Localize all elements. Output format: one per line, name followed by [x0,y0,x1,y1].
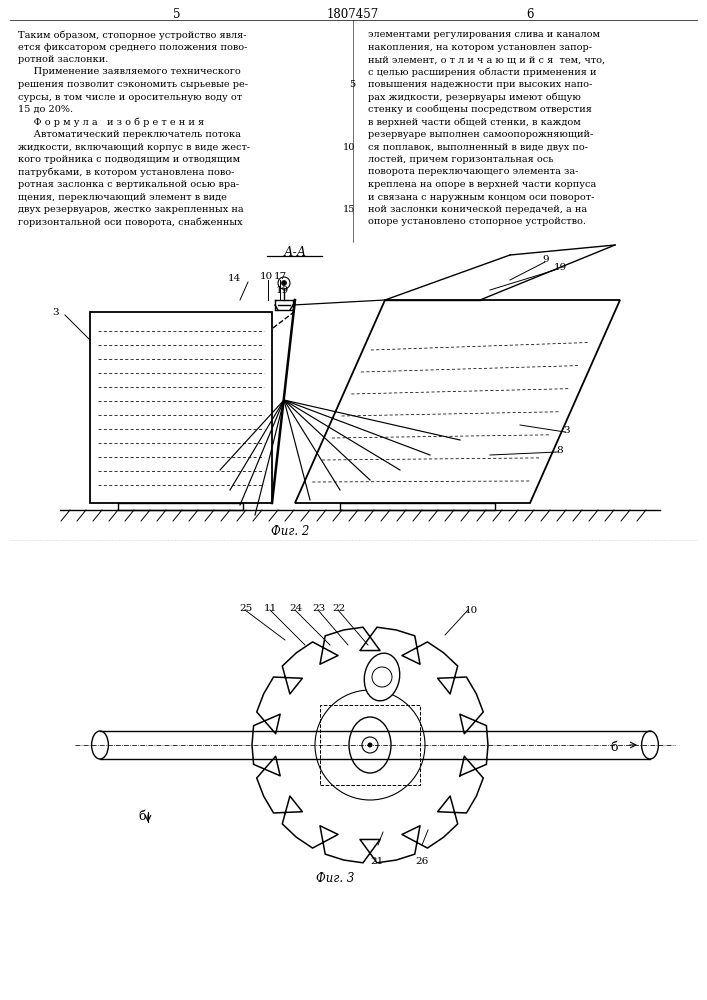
Text: 10: 10 [260,272,273,281]
Text: ся поплавок, выполненный в виде двух по-: ся поплавок, выполненный в виде двух по- [368,142,588,151]
Text: 15 до 20%.: 15 до 20%. [18,105,73,114]
Bar [118,503,243,510]
Text: накопления, на котором установлен запор-: накопления, на котором установлен запор- [368,42,592,51]
Text: ный элемент, о т л и ч а ю щ и й с я  тем, что,: ный элемент, о т л и ч а ю щ и й с я тем… [368,55,605,64]
Text: ной заслонки конической передачей, а на: ной заслонки конической передачей, а на [368,205,587,214]
Text: б: б [610,741,617,754]
Text: и связана с наружным концом оси поворот-: и связана с наружным концом оси поворот- [368,192,595,202]
Text: поворота переключающего элемента за-: поворота переключающего элемента за- [368,167,578,176]
Text: 6: 6 [526,8,534,21]
Text: элементами регулирования слива и каналом: элементами регулирования слива и каналом [368,30,600,39]
Text: 8: 8 [556,446,563,455]
Text: 19: 19 [276,286,289,295]
Text: рах жидкости, резервуары имеют общую: рах жидкости, резервуары имеют общую [368,93,581,102]
Text: горизонтальной оси поворота, снабженных: горизонтальной оси поворота, снабженных [18,218,243,227]
Text: 5: 5 [349,80,355,89]
Text: 21: 21 [370,857,383,866]
Text: жидкости, включающий корпус в виде жест-: жидкости, включающий корпус в виде жест- [18,142,250,151]
Text: щения, переключающий элемент в виде: щения, переключающий элемент в виде [18,192,227,202]
Text: ротной заслонки.: ротной заслонки. [18,55,108,64]
Ellipse shape [641,731,658,759]
Ellipse shape [349,717,391,773]
Text: б: б [138,810,146,823]
Text: патрубками, в котором установлена пово-: патрубками, в котором установлена пово- [18,167,235,177]
Text: креплена на опоре в верхней части корпуса: креплена на опоре в верхней части корпус… [368,180,596,189]
Text: Фиг. 3: Фиг. 3 [316,872,354,885]
Text: с целью расширения области применения и: с целью расширения области применения и [368,68,597,77]
Text: Применение заявляемого технического: Применение заявляемого технического [18,68,241,77]
Text: 17: 17 [274,272,287,281]
Circle shape [368,742,373,748]
Text: стенку и сообщены посредством отверстия: стенку и сообщены посредством отверстия [368,105,592,114]
Text: 22: 22 [332,604,345,613]
Text: 11: 11 [264,604,277,613]
Ellipse shape [364,653,399,701]
Text: ротная заслонка с вертикальной осью вра-: ротная заслонка с вертикальной осью вра- [18,180,239,189]
Bar [90,312,272,503]
Bar [340,503,495,510]
Text: кого тройника с подводящим и отводящим: кого тройника с подводящим и отводящим [18,155,240,164]
Text: сурсы, в том числе и оросительную воду от: сурсы, в том числе и оросительную воду о… [18,93,242,102]
Circle shape [362,737,378,753]
Text: 24: 24 [289,604,303,613]
Text: повышения надежности при высоких напо-: повышения надежности при высоких напо- [368,80,592,89]
Circle shape [278,277,290,289]
Text: 10: 10 [465,606,478,615]
Text: А-А: А-А [284,246,307,259]
Text: ется фиксатором среднего положения пово-: ется фиксатором среднего положения пово- [18,42,247,51]
Text: резервуаре выполнен самоопорожняющий-: резервуаре выполнен самоопорожняющий- [368,130,593,139]
Text: 3: 3 [563,426,570,435]
Text: опоре установлено стопорное устройство.: опоре установлено стопорное устройство. [368,218,586,227]
Text: Ф о р м у л а   и з о б р е т е н и я: Ф о р м у л а и з о б р е т е н и я [18,117,204,127]
Text: 10: 10 [343,142,355,151]
Text: 14: 14 [228,274,241,283]
Text: 19: 19 [554,263,567,272]
Text: Фиг. 2: Фиг. 2 [271,525,309,538]
Text: 9: 9 [542,255,549,264]
Text: 26: 26 [415,857,428,866]
Bar [320,705,420,785]
Circle shape [281,280,286,286]
Text: 1807457: 1807457 [327,8,379,21]
Text: в верхней части общей стенки, в каждом: в верхней части общей стенки, в каждом [368,117,580,127]
Ellipse shape [92,731,108,759]
Text: лостей, причем горизонтальная ось: лостей, причем горизонтальная ось [368,155,554,164]
Text: 5: 5 [173,8,181,21]
Text: Автоматический переключатель потока: Автоматический переключатель потока [18,130,241,139]
Text: 15: 15 [343,205,355,214]
Text: решения позволит сэкономить сырьевые ре-: решения позволит сэкономить сырьевые ре- [18,80,248,89]
Text: 3: 3 [52,308,59,317]
Text: Таким образом, стопорное устройство явля-: Таким образом, стопорное устройство явля… [18,30,247,39]
Text: двух резервуаров, жестко закрепленных на: двух резервуаров, жестко закрепленных на [18,205,244,214]
Text: 23: 23 [312,604,325,613]
Text: 25: 25 [239,604,252,613]
